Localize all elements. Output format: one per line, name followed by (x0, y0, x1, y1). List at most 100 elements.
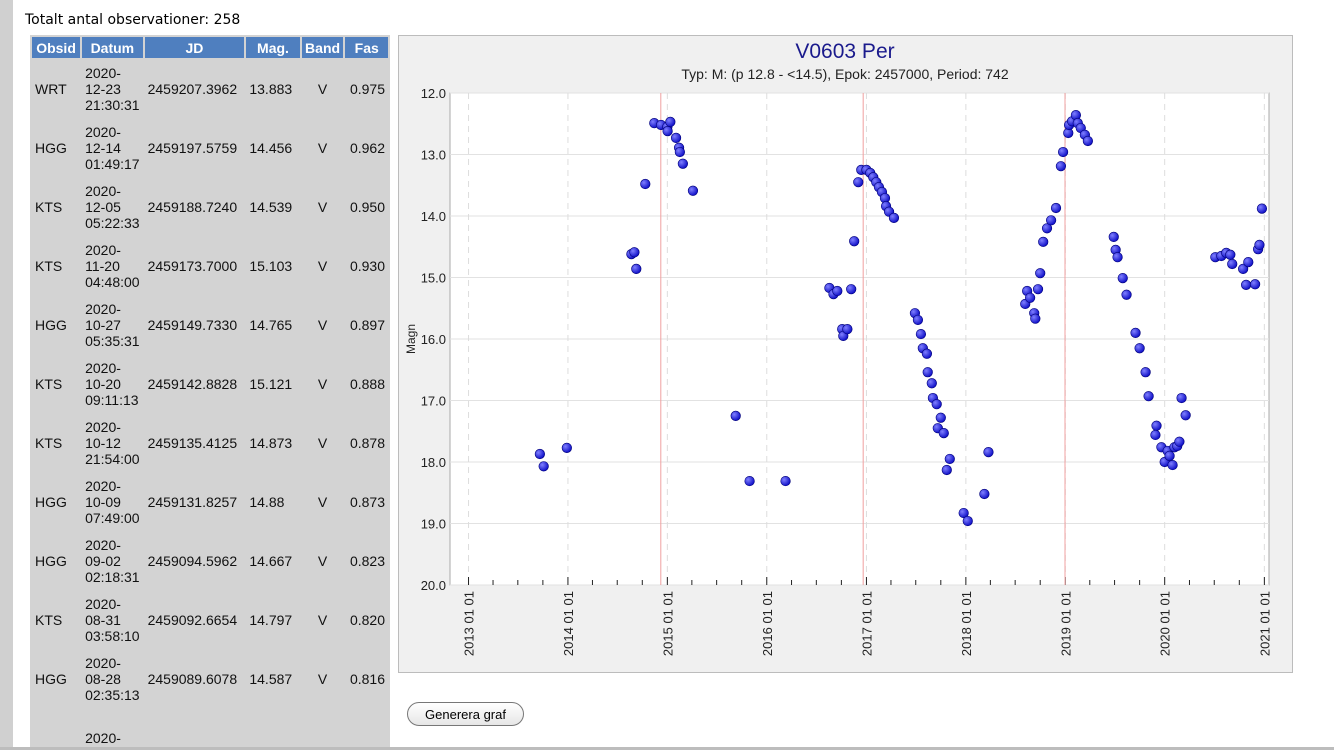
x-tick-label: 2021 01 01 (1257, 591, 1272, 656)
cell-datum: 2020- 09-02 02:18:31 (85, 536, 140, 585)
data-point (1174, 436, 1185, 447)
data-point (1035, 268, 1046, 279)
cell-obsid: HGG (35, 670, 67, 687)
cell-jd: 2459142.8828 (147, 375, 238, 392)
y-tick-label: 17.0 (421, 394, 446, 409)
data-point (1256, 203, 1268, 214)
data-point (1176, 392, 1187, 404)
column-header-jd[interactable]: JD (144, 37, 245, 58)
x-tick-label: 2017 01 01 (859, 591, 874, 656)
data-point (1254, 239, 1265, 251)
cell-obsid: HGG (35, 316, 67, 333)
cell-band: V (317, 611, 328, 628)
data-point (1046, 215, 1057, 226)
cell-datum: 2020- 10-27 05:35:31 (85, 300, 140, 349)
cell-jd: 2459131.8257 (147, 493, 238, 510)
data-point (744, 475, 755, 487)
table-row[interactable]: KTS 2020- 10-20 09:11:13 2459142.8828 15.12… (32, 355, 388, 412)
data-point (1082, 135, 1093, 147)
column-header-mag[interactable]: Mag. (246, 37, 300, 58)
data-point (888, 212, 900, 223)
table-row[interactable]: HGG 2020- 09-02 02:18:31 2459094.5962 14.66… (32, 532, 388, 589)
cell-mag: 15.121 (249, 375, 293, 392)
cell-obsid: KTS (35, 611, 63, 628)
y-tick-label: 16.0 (421, 332, 446, 347)
data-point (1025, 292, 1036, 303)
data-point (1030, 313, 1041, 324)
cell-band (302, 709, 344, 750)
cell-fas: 0.930 (349, 257, 385, 274)
data-point (730, 410, 741, 421)
table-row[interactable]: WRT 2020- 12-23 21:30:31 2459207.3962 13.88… (32, 60, 388, 117)
left-sidebar-strip (0, 0, 13, 750)
data-point (979, 488, 990, 500)
column-header-datum[interactable]: Datum (82, 37, 143, 58)
cell-datum: 2020- 08-28 02:35:13 (85, 654, 140, 703)
cell-datum: 2020- 11-20 04:48:00 (85, 241, 140, 290)
cell-mag: 14.667 (249, 552, 293, 569)
data-point (944, 453, 955, 465)
x-tick-label: 2018 01 01 (959, 591, 974, 656)
table-row[interactable]: HGG 2020- 10-09 07:49:00 2459131.8257 14.88… (32, 473, 388, 530)
cell-fas: 0.816 (349, 670, 385, 687)
data-point (665, 116, 676, 128)
cell-datum: 2020- 08-31 03:58:10 (85, 595, 140, 644)
cell-fas: 0.950 (349, 198, 385, 215)
data-point (1121, 289, 1132, 300)
cell-mag: 14.873 (249, 434, 293, 451)
data-point (1225, 249, 1236, 260)
table-row[interactable]: KTS 2020- 11-20 04:48:00 2459173.7000 15.10… (32, 237, 388, 294)
data-point (931, 399, 942, 410)
column-header-fas[interactable]: Fas (345, 37, 388, 58)
table-row[interactable]: KTS 2020- 12-05 05:22:33 2459188.7240 14.53… (32, 178, 388, 235)
table-row[interactable]: KTS 2020- 08-31 03:58:10 2459092.6654 14.79… (32, 591, 388, 648)
data-point (662, 126, 673, 137)
data-point (780, 475, 791, 487)
cell-band: V (317, 375, 328, 392)
chart-svg: V0603 Per Typ: M: (p 12.8 - <14.5), Epok:… (404, 40, 1272, 656)
table-body: WRT 2020- 12-23 21:30:31 2459207.3962 13.88… (32, 60, 388, 750)
cell-jd: 2459089.6078 (147, 670, 238, 687)
column-header-band[interactable]: Band (301, 37, 344, 58)
data-point (534, 448, 545, 460)
cell-band: V (317, 316, 328, 333)
cell-fas: 0.975 (349, 80, 385, 97)
observations-table-container[interactable]: Obsid Datum JD Mag. Band Fas WRT 2020- 12-23 2… (30, 35, 390, 750)
y-tick-label: 18.0 (421, 455, 446, 470)
data-point (1041, 223, 1053, 234)
table-row[interactable]: KTS 2020- 10-12 21:54:00 2459135.4125 14.87… (32, 414, 388, 471)
data-point (849, 236, 860, 247)
data-point (853, 177, 864, 188)
data-point (935, 412, 946, 423)
generate-graph-button[interactable]: Generera graf (407, 702, 524, 726)
y-tick-label: 13.0 (421, 148, 446, 163)
data-point (640, 178, 651, 190)
cell-band: V (317, 670, 328, 687)
cell-jd: 2459092.6654 (147, 611, 238, 628)
y-tick-label: 14.0 (421, 209, 446, 224)
table-row[interactable]: HGG 2020- 10-27 05:35:31 2459149.7330 14.76… (32, 296, 388, 353)
data-point (1134, 343, 1145, 354)
cell-band: V (317, 139, 328, 156)
table-row[interactable]: HGG 2020- 12-14 01:49:17 2459197.5759 14.45… (32, 119, 388, 176)
cell-fas: 0.878 (349, 434, 385, 451)
table-row[interactable]: HGG 2020- 08-28 02:35:13 2459089.6078 14.58… (32, 650, 388, 707)
cell-fas: 0.873 (349, 493, 385, 510)
data-point (1057, 146, 1069, 158)
table-row[interactable]: 2020- (32, 709, 388, 750)
cell-band: V (317, 80, 328, 97)
column-header-obsid[interactable]: Obsid (32, 37, 81, 58)
data-point (674, 146, 685, 158)
data-point (1130, 327, 1141, 338)
data-point (842, 324, 853, 335)
data-point (1241, 279, 1252, 290)
cell-mag: 14.587 (249, 670, 293, 687)
cell-fas: 0.823 (349, 552, 385, 569)
cell-band: V (317, 198, 328, 215)
data-point (1238, 263, 1249, 274)
cell-band: V (317, 434, 328, 451)
cell-fas: 0.820 (349, 611, 385, 628)
cell-datum: 2020- (85, 729, 121, 746)
data-point (1032, 284, 1044, 295)
data-point (1112, 252, 1123, 263)
